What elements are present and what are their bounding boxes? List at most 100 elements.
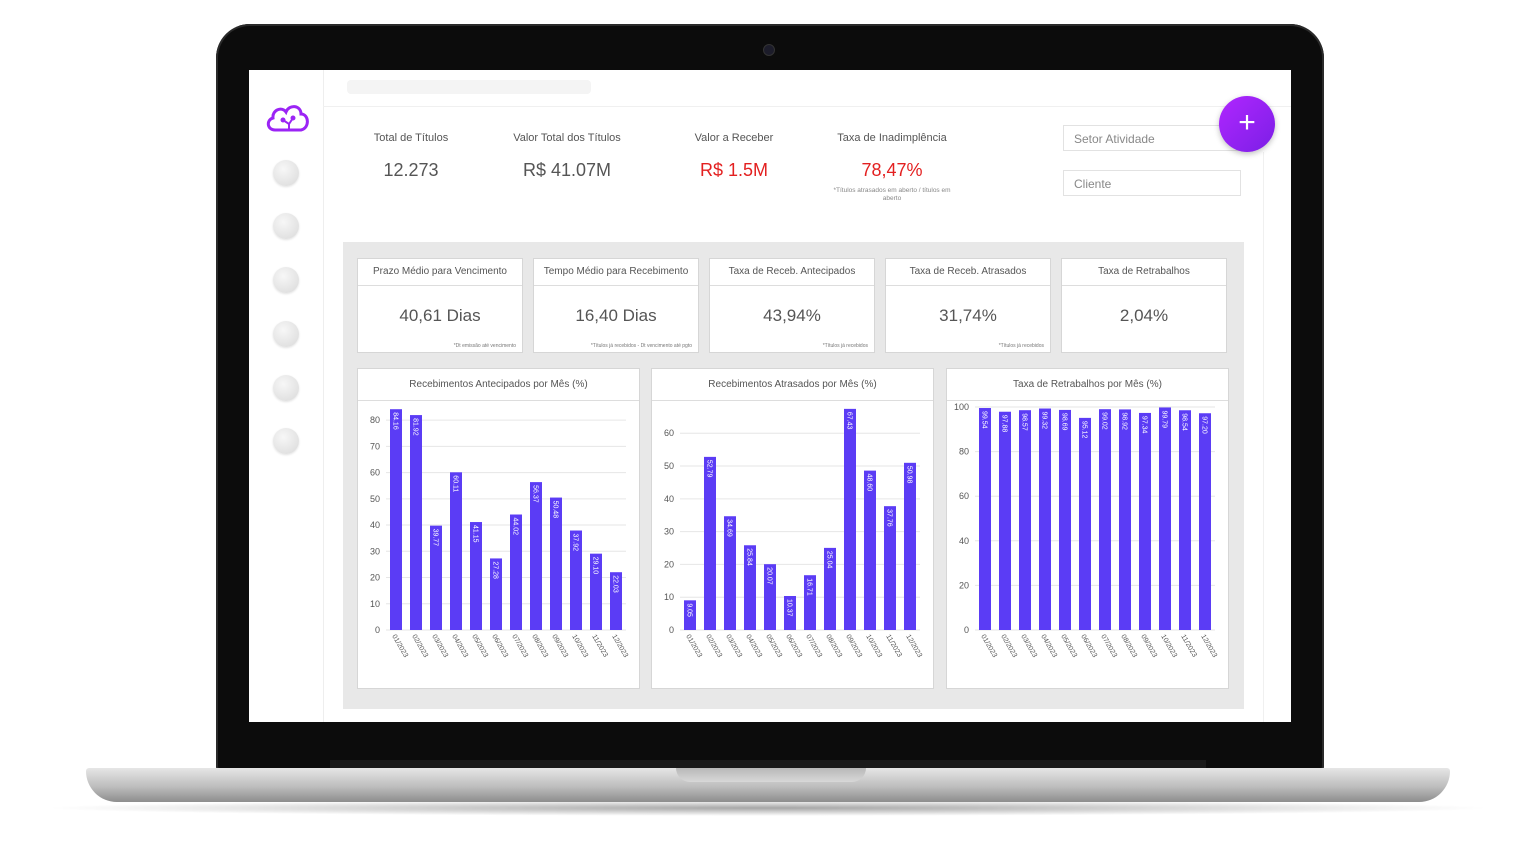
bar — [410, 415, 422, 630]
x-tick-label: 10/2023 — [864, 634, 883, 660]
dashboard-screen: Total de Títulos 12.273 Valor Total dos … — [249, 70, 1291, 722]
card-title: Taxa de Retrabalhos — [1062, 259, 1226, 286]
bar-value-label: 34.69 — [726, 519, 733, 537]
bar-value-label: 81.92 — [412, 418, 419, 436]
sidebar-nav-item[interactable] — [273, 428, 299, 454]
y-tick-label: 80 — [370, 415, 380, 425]
bar — [904, 462, 916, 630]
card-tempo-medio: Tempo Médio para Recebimento 16,40 Dias … — [533, 258, 699, 353]
y-tick-label: 60 — [664, 428, 674, 438]
y-tick-label: 30 — [664, 527, 674, 537]
bar — [1199, 413, 1211, 630]
y-tick-label: 100 — [954, 402, 969, 412]
card-value: 40,61 Dias — [399, 306, 481, 325]
kpi-label: Valor Total dos Títulos — [513, 132, 621, 144]
x-tick-label: 06/2023 — [490, 634, 509, 660]
sidebar-nav-item[interactable] — [273, 375, 299, 401]
card-value: 2,04% — [1119, 306, 1169, 325]
bar-value-label: 27.28 — [492, 561, 499, 579]
card-receb-antecipados: Taxa de Receb. Antecipados 43,94% *Títul… — [709, 258, 875, 353]
bar — [784, 595, 796, 630]
bar — [1139, 412, 1151, 630]
x-tick-label: 03/2023 — [1019, 634, 1038, 660]
bar-value-label: 97.34 — [1141, 416, 1148, 434]
setor-atividade-filter[interactable]: Setor Atividade — [1063, 125, 1241, 151]
cliente-filter[interactable]: Cliente — [1063, 170, 1241, 196]
kpi-label: Total de Títulos — [373, 132, 449, 144]
chart-retrabalhos-plot: 0 20 40 60 80 100 99.54 01/2023 97.88 02/2023 98.5… — [954, 402, 1218, 660]
kpi-value: 12.273 — [383, 160, 439, 180]
y-tick-label: 70 — [370, 441, 380, 451]
bar — [550, 497, 562, 630]
card-receb-atrasados: Taxa de Receb. Atrasados 31,74% *Títulos… — [885, 258, 1051, 353]
bar — [1179, 410, 1191, 630]
bar-value-label: 98.69 — [1061, 413, 1068, 431]
bar — [390, 409, 402, 630]
chart-title: Recebimentos Atrasados por Mês (%) — [652, 369, 933, 401]
card-retrabalhos: Taxa de Retrabalhos 2,04% — [1061, 258, 1227, 353]
bar-value-label: 10.37 — [786, 599, 793, 617]
x-tick-label: 02/2023 — [410, 634, 429, 660]
kpi-valor-receber: Valor a Receber R$ 1.5M — [679, 132, 789, 181]
bar — [470, 522, 482, 630]
card-note: *Títulos já recebidos - Dt vencimento at… — [590, 343, 692, 349]
sidebar-nav-item[interactable] — [273, 160, 299, 186]
card-value: 16,40 Dias — [575, 306, 657, 325]
header-divider — [323, 106, 1291, 107]
sidebar-nav-item[interactable] — [273, 213, 299, 239]
card-title: Prazo Médio para Vencimento — [358, 259, 522, 286]
x-tick-label: 11/2023 — [1179, 634, 1198, 659]
bar — [864, 470, 876, 630]
bar — [724, 516, 736, 630]
x-tick-label: 04/2023 — [1039, 634, 1058, 660]
kpi-value: R$ 1.5M — [699, 160, 769, 180]
x-tick-label: 06/2023 — [1079, 634, 1098, 660]
bar-value-label: 99.02 — [1101, 412, 1108, 430]
bar — [450, 472, 462, 630]
bar-value-label: 9.05 — [686, 603, 693, 617]
bar — [979, 408, 991, 630]
bar — [764, 564, 776, 630]
bar-value-label: 97.20 — [1201, 416, 1208, 434]
sidebar-nav-item[interactable] — [273, 267, 299, 293]
card-value: 43,94% — [763, 306, 821, 325]
kpi-label: Taxa de Inadimplência — [837, 132, 947, 144]
x-tick-label: 07/2023 — [1099, 634, 1118, 660]
bar-value-label: 99.79 — [1161, 410, 1168, 428]
bar-value-label: 67.43 — [846, 412, 853, 430]
x-tick-label: 11/2023 — [884, 634, 903, 659]
bar — [704, 456, 716, 630]
bar — [590, 553, 602, 630]
bar-value-label: 97.88 — [1001, 415, 1008, 433]
bar-value-label: 44.02 — [512, 518, 519, 536]
bar-value-label: 37.92 — [572, 534, 579, 552]
bar-value-label: 60.11 — [452, 475, 459, 492]
kpi-value: 78,47% — [861, 160, 923, 180]
card-prazo-medio: Prazo Médio para Vencimento 40,61 Dias *… — [357, 258, 523, 353]
x-tick-label: 03/2023 — [724, 634, 743, 660]
add-button[interactable]: + — [1219, 96, 1275, 152]
bar-value-label: 50.48 — [552, 501, 559, 519]
kpi-label: Valor a Receber — [694, 132, 774, 144]
bar-value-label: 98.54 — [1181, 413, 1188, 431]
bar — [844, 408, 856, 630]
x-tick-label: 01/2023 — [979, 634, 998, 660]
bar-value-label: 25.04 — [826, 551, 833, 569]
bar-value-label: 98.92 — [1121, 412, 1128, 430]
x-tick-label: 01/2023 — [390, 634, 409, 660]
y-tick-label: 40 — [370, 520, 380, 530]
x-tick-label: 09/2023 — [550, 634, 569, 660]
x-tick-label: 11/2023 — [590, 634, 609, 659]
kpi-taxa-inadimplencia: Taxa de Inadimplência 78,47% *Títulos at… — [829, 132, 955, 203]
bar — [884, 506, 896, 630]
x-tick-label: 04/2023 — [450, 634, 469, 660]
y-tick-label: 20 — [959, 580, 969, 590]
bar-value-label: 29.10 — [592, 557, 599, 575]
sidebar-nav-item[interactable] — [273, 321, 299, 347]
chart-antecipados-plot: 0 10 20 30 40 50 60 70 80 84.16 01/2023 81.92 02/202… — [370, 409, 629, 660]
chart-title: Recebimentos Antecipados por Mês (%) — [358, 369, 639, 401]
bar-value-label: 52.79 — [706, 460, 713, 478]
y-tick-label: 10 — [664, 592, 674, 602]
x-tick-label: 02/2023 — [999, 634, 1018, 660]
laptop-hinge — [330, 760, 1206, 768]
